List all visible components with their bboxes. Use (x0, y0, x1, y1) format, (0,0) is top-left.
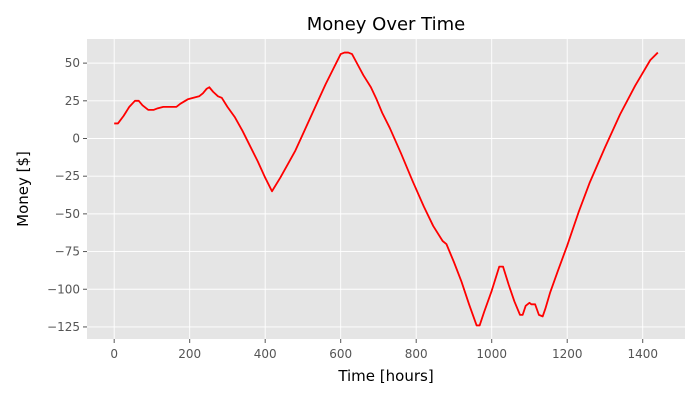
chart-title: Money Over Time (307, 14, 465, 35)
y-tick-label: 50 (65, 56, 80, 70)
x-tick-label: 1200 (552, 347, 583, 361)
x-tick-label: 400 (254, 347, 277, 361)
y-tick-label: −75 (55, 245, 80, 259)
x-tick-label: 800 (405, 347, 428, 361)
x-tick-label: 1400 (627, 347, 658, 361)
plot-background (87, 39, 685, 339)
x-tick-label: 0 (110, 347, 118, 361)
x-tick-label: 1000 (476, 347, 507, 361)
y-tick-label: −125 (47, 320, 80, 334)
grid-layer (87, 39, 685, 339)
y-tick-label: 0 (72, 131, 80, 145)
series-line (114, 51, 659, 327)
y-tick-labels: 50 25 0 −25 −50 −75 −100 −125 (47, 56, 87, 334)
x-tick-labels: 0 200 400 600 800 1000 1200 1400 (110, 339, 658, 361)
y-axis-label: Money [$] (14, 151, 32, 227)
y-tick-label: −25 (55, 169, 80, 183)
x-axis-label: Time [hours] (337, 367, 433, 385)
y-tick-label: −100 (47, 282, 80, 296)
x-tick-label: 600 (329, 347, 352, 361)
series-layer (114, 51, 659, 327)
x-tick-label: 200 (178, 347, 201, 361)
y-tick-label: 25 (65, 94, 80, 108)
y-tick-label: −50 (55, 207, 80, 221)
